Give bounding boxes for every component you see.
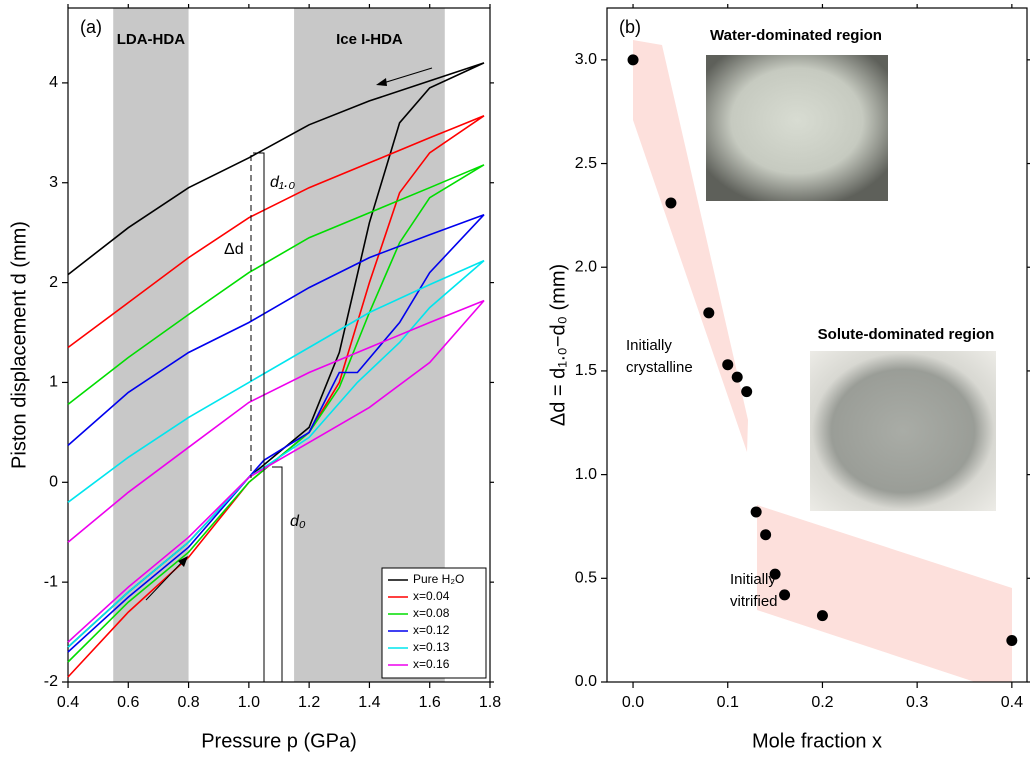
legend-box [381,567,487,679]
point [779,589,791,601]
point [1006,635,1018,647]
x-tick-label: 0.4 [57,694,79,711]
x-tick-label: 0.1 [717,694,739,711]
panel-a-annotations: d₁.₀ Δd d₀ [145,67,433,682]
y-tick-label: -2 [44,673,58,690]
annotation: Initially [730,571,776,588]
panel-label: (a) [80,17,102,37]
legend-label: x=0.13 [413,640,450,654]
x-axis-label: Pressure p (GPa) [201,730,357,752]
point [741,386,753,398]
annotation: vitrified [730,593,778,610]
legend-label: x=0.16 [413,657,450,671]
point [816,610,828,622]
x-tick-label: 0.6 [117,694,139,711]
d10-bracket [253,152,265,682]
annotation: Δd [224,241,244,258]
series-line [67,164,485,663]
arrow-head [376,78,387,86]
point [769,568,781,580]
x-tick-label: 0.8 [177,694,199,711]
arrow-head [178,556,188,567]
point [665,197,677,209]
arrow [379,67,433,85]
annotation: crystalline [626,359,693,376]
series-line [67,115,485,678]
annotation: d₀ [290,513,306,530]
x-tick-label: 1.8 [479,694,501,711]
legend-label: x=0.04 [413,589,450,603]
y-tick-label: 2.0 [575,258,597,275]
point [722,359,734,371]
y-tick-label: 1.5 [575,362,597,379]
y-tick-label: 3.0 [575,51,597,68]
x-tick-label: 1.0 [238,694,260,711]
region-label: LDA-HDA [117,31,185,48]
plot-frame [606,7,1028,683]
y-tick-label: 1.0 [575,466,597,483]
x-tick-label: 0.4 [1001,694,1023,711]
point [750,506,762,518]
band-vitrified [757,505,1012,682]
y-tick-label: 2.5 [575,155,597,172]
point [760,529,772,541]
legend-label: x=0.08 [413,606,450,620]
point [731,371,743,383]
series-line [67,299,485,643]
shaded-region [113,8,189,682]
y-tick-label: 4 [49,74,58,91]
y-tick-label: 1 [49,374,58,391]
x-tick-label: 0.3 [906,694,928,711]
y-tick-label: -1 [44,573,58,590]
x-tick-label: 1.4 [358,694,380,711]
band-crystalline [633,40,748,452]
y-tick-label: 3 [49,174,58,191]
y-axis-label: Piston displacement d (mm) [8,221,30,469]
x-axis-label: Mole fraction x [752,730,882,752]
legend-label: x=0.12 [413,623,450,637]
y-tick-label: 2 [49,274,58,291]
x-tick-label: 0.0 [622,694,644,711]
x-tick-label: 1.2 [298,694,320,711]
point [703,307,715,319]
annotation: Solute-dominated region [818,326,995,343]
panel-a: Ice I-HDA LDA-HDA (a) Pressure p (GPa) Pisto… [8,4,501,752]
y-tick-label: 0.5 [575,570,597,587]
point [627,54,639,66]
annotation: Water-dominated region [710,27,882,44]
d0-bracket [272,466,283,682]
arrow [145,559,185,601]
region-label: Ice I-HDA [336,31,403,48]
x-tick-label: 0.2 [811,694,833,711]
y-tick-label: 0.0 [575,673,597,690]
plot-frame [67,7,491,683]
legend-label: Pure H₂O [413,572,464,586]
annotation: Initially [626,337,672,354]
photo-solute [810,351,996,511]
panel-b: Water-dominated region Solute-dominated … [547,4,1030,752]
y-tick-label: 0 [49,474,58,491]
series-line [67,259,485,648]
photo-water [706,55,888,201]
annotation: d₁.₀ [270,174,295,191]
x-tick-label: 1.6 [419,694,441,711]
panel-label: (b) [619,17,641,37]
y-axis-label: Δd = d₁.₀−d₀ (mm) [547,264,569,426]
